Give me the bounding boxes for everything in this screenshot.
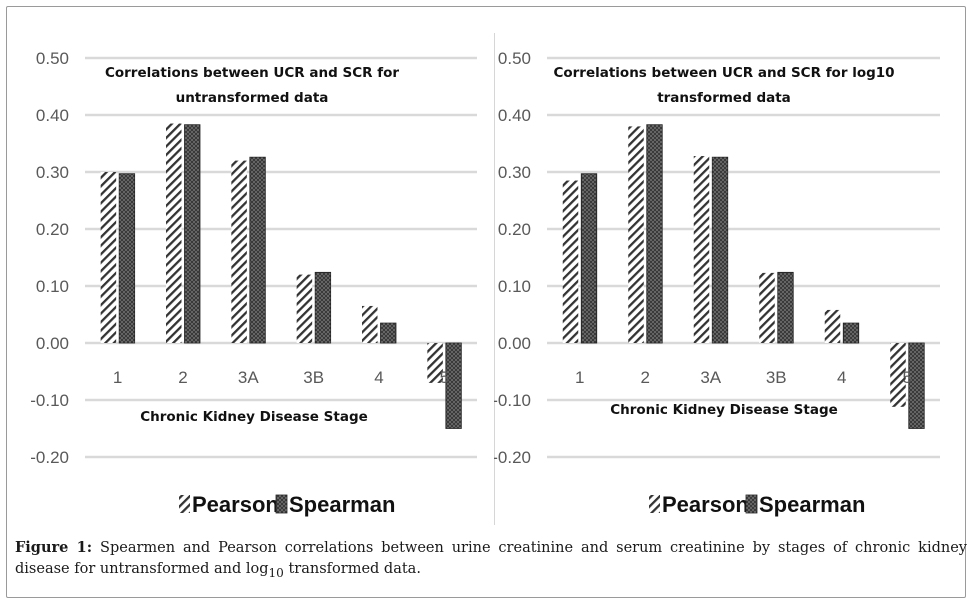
figure-frame: 0.50 0.40 0.30 0.20 0.10 0.00 -0.10 -0.20 Correl… xyxy=(6,6,967,598)
bar-spearman-3a xyxy=(711,156,729,344)
bar-spearman-5 xyxy=(445,342,462,429)
y-tick-label: 0.00 xyxy=(498,334,531,353)
y-tick-label: 0.50 xyxy=(498,49,531,68)
y-tick-label: 0.50 xyxy=(36,49,69,68)
bar-spearman-5 xyxy=(908,342,925,429)
y-tick-label: -0.10 xyxy=(494,391,531,410)
x-category-label: 5 xyxy=(903,368,912,387)
bar-pearson-3a xyxy=(231,160,247,343)
y-tick-label: -0.10 xyxy=(30,391,69,410)
chart-title-line: transformed data xyxy=(657,90,791,106)
y-tick-label: 0.30 xyxy=(36,163,69,182)
x-category-label: 3B xyxy=(303,368,324,387)
figure-caption: Figure 1: Spearmen and Pearson correlati… xyxy=(15,537,967,584)
bar-spearman-1 xyxy=(580,173,598,344)
panel-divider xyxy=(494,33,495,525)
x-category-label: 4 xyxy=(374,368,383,387)
bar-pearson-3b xyxy=(296,274,313,343)
caption-text: Spearmen and Pearson correlations betwee… xyxy=(15,540,967,577)
bar-pearson-2 xyxy=(628,126,644,344)
x-axis-title: Chronic Kidney Disease Stage xyxy=(140,409,368,425)
y-tick-label: 0.40 xyxy=(498,106,531,125)
chart-title-line: Correlations between UCR and SCR for log… xyxy=(553,65,894,81)
caption-subscript: 10 xyxy=(268,565,284,580)
x-category-label: 3B xyxy=(766,368,787,387)
y-tick-label: 0.20 xyxy=(498,220,531,239)
y-tick-label: 0.10 xyxy=(36,277,69,296)
y-tick-label: -0.20 xyxy=(494,448,531,467)
x-category-label: 3A xyxy=(700,368,721,387)
bar-spearman-1 xyxy=(118,173,136,344)
bar-spearman-4 xyxy=(842,322,860,344)
y-tick-label: 0.40 xyxy=(36,106,69,125)
chart-untransformed: 0.50 0.40 0.30 0.20 0.10 0.00 -0.10 -0.20 Correl… xyxy=(30,49,477,517)
spearman-legend-swatch-icon xyxy=(275,494,288,514)
caption-label: Figure 1: xyxy=(15,539,93,556)
legend-label-spearman: Spearman xyxy=(289,492,395,517)
spearman-legend-swatch-icon xyxy=(745,494,758,514)
x-category-label: 3A xyxy=(238,368,259,387)
bar-spearman-3b xyxy=(777,271,794,344)
chart-title-line: untransformed data xyxy=(176,90,329,106)
bar-spearman-2 xyxy=(646,124,663,344)
legend-label-pearson: Pearson xyxy=(662,492,749,517)
bar-pearson-4 xyxy=(824,309,841,343)
bar-pearson-5 xyxy=(890,343,906,407)
x-category-label: 2 xyxy=(641,368,650,387)
bar-spearman-3b xyxy=(314,271,332,344)
bar-pearson-2 xyxy=(166,123,182,343)
bar-pearson-3a xyxy=(693,156,710,343)
pearson-legend-swatch-icon xyxy=(649,495,660,513)
chart-title-line: Correlations between UCR and SCR for xyxy=(105,65,399,81)
caption-text-end: transformed data. xyxy=(283,561,421,577)
x-axis-title: Chronic Kidney Disease Stage xyxy=(610,402,838,418)
bar-pearson-3b xyxy=(759,272,775,343)
x-category-label: 4 xyxy=(837,368,846,387)
y-tick-label: 0.00 xyxy=(36,334,69,353)
y-tick-label: 0.30 xyxy=(498,163,531,182)
x-category-label: 1 xyxy=(113,368,122,387)
x-category-label: 2 xyxy=(178,368,187,387)
bar-spearman-2 xyxy=(184,124,201,344)
bar-pearson-5 xyxy=(427,343,443,383)
bar-spearman-4 xyxy=(380,322,397,344)
y-tick-label: 0.20 xyxy=(36,220,69,239)
legend-label-pearson: Pearson xyxy=(192,492,279,517)
x-category-label: 5 xyxy=(440,368,449,387)
legend-label-spearman: Spearman xyxy=(759,492,865,517)
bar-pearson-1 xyxy=(562,180,579,343)
bar-pearson-1 xyxy=(100,172,117,343)
chart-log10: 0.50 0.40 0.30 0.20 0.10 0.00 -0.10 -0.20 Correl… xyxy=(494,49,940,517)
y-tick-label: 0.10 xyxy=(498,277,531,296)
pearson-legend-swatch-icon xyxy=(179,495,190,513)
bar-pearson-4 xyxy=(362,305,378,343)
y-tick-label: -0.20 xyxy=(30,448,69,467)
x-category-label: 1 xyxy=(575,368,584,387)
bar-spearman-3a xyxy=(249,156,266,344)
